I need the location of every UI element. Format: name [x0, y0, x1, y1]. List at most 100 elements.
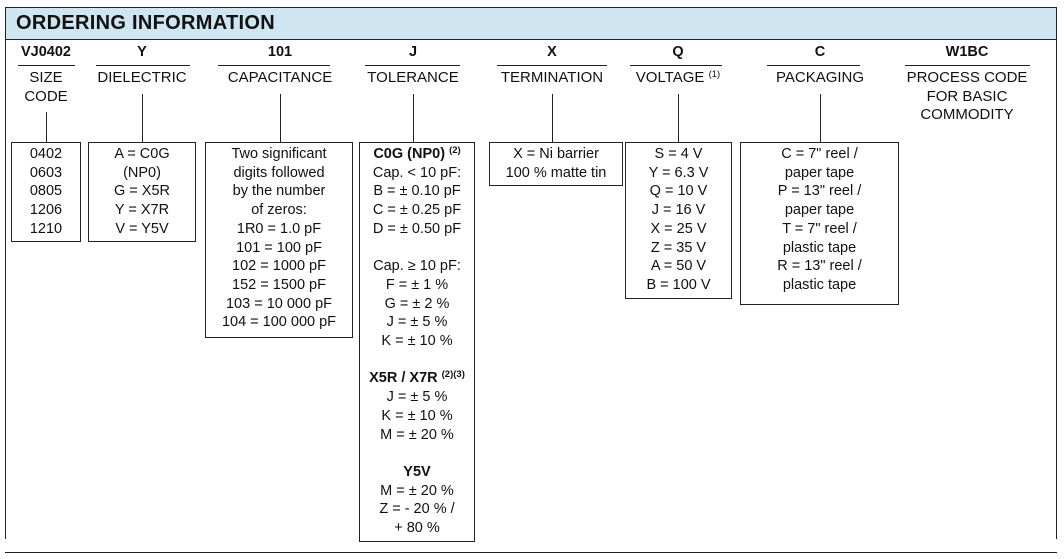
option-text: 0402	[29, 146, 63, 162]
option-line	[360, 444, 474, 463]
option-text: J = ± 5 %	[386, 314, 448, 331]
column-label-line: PROCESS CODE	[906, 69, 1028, 86]
option-text: D = ± 0.50 pF	[372, 220, 462, 237]
option-text: F = ± 1 %	[385, 276, 449, 293]
option-text: of zeros:	[251, 202, 307, 219]
option-line: Two significant	[206, 145, 352, 164]
option-line: K = ± 10 %	[360, 332, 474, 351]
option-line: X = 25 V	[626, 220, 731, 239]
option-text: 103 = 10 000 pF	[225, 295, 333, 312]
option-text: J = ± 5 %	[386, 389, 448, 406]
column-label-line: VOLTAGE (1)	[636, 69, 720, 88]
option-text: 104 = 100 000 pF	[221, 314, 337, 331]
code-underline	[96, 65, 190, 66]
option-line: 0805	[12, 182, 80, 201]
option-line: C = ± 0.25 pF	[360, 201, 474, 220]
footnote-ref: (2)(3)	[441, 369, 465, 381]
option-line: Cap. ≥ 10 pF:	[360, 257, 474, 276]
option-line: 100 % matte tin	[490, 164, 622, 183]
option-line: 0603	[12, 164, 80, 183]
option-text: J = 16 V	[651, 202, 706, 219]
option-text: 100 % matte tin	[505, 164, 607, 181]
option-text: K = ± 10 %	[381, 407, 453, 424]
column-label-line: FOR BASIC	[926, 87, 1008, 105]
column-code: J	[408, 44, 418, 60]
option-box: Two significant digits followed by the num…	[205, 142, 353, 338]
option-text: B = ± 0.10 pF	[373, 183, 461, 200]
option-text: S = 4 V	[654, 146, 703, 162]
option-line: 103 = 10 000 pF	[206, 295, 352, 314]
option-line: 101 = 100 pF	[206, 239, 352, 258]
option-line: plastic tape	[741, 276, 898, 295]
option-line: plastic tape	[741, 239, 898, 258]
option-text: Y = 6.3 V	[648, 164, 709, 181]
option-text: digits followed	[233, 164, 325, 181]
code-underline	[905, 65, 1030, 66]
column-label: CAPACITANCE	[228, 69, 332, 88]
option-text: plastic tape	[782, 239, 857, 256]
option-text: Cap. ≥ 10 pF:	[373, 258, 461, 275]
column-label-line: TOLERANCE	[367, 69, 459, 86]
option-line: B = 100 V	[626, 276, 731, 295]
option-box: C0G (NP0) (2) Cap. < 10 pF: B = ± 0.10 pF C…	[359, 142, 475, 542]
option-line	[360, 351, 474, 370]
option-text: T = 7" reel /	[782, 220, 857, 237]
column-code: VJ0402	[21, 44, 71, 60]
option-text: + 80 %	[394, 520, 440, 537]
option-group-heading: X5R / X7R (2)(3)	[360, 369, 474, 388]
option-text: G = X5R	[113, 183, 170, 200]
option-line: J = ± 5 %	[360, 388, 474, 407]
option-line: of zeros:	[206, 201, 352, 220]
option-text: X = Ni barrier	[513, 146, 599, 162]
option-line: D = ± 0.50 pF	[360, 220, 474, 239]
option-line: P = 13" reel /	[741, 182, 898, 201]
column-code: C	[814, 44, 826, 60]
section-header	[6, 8, 1056, 40]
option-text: paper tape	[784, 202, 855, 219]
option-line: Q = 10 V	[626, 182, 731, 201]
option-line: G = X5R	[89, 182, 195, 201]
option-box: A = C0G (NP0) G = X5R Y = X7R V = Y5V	[88, 142, 196, 242]
option-text: paper tape	[784, 164, 855, 181]
option-box: 0402 0603 0805 1206 1210	[11, 142, 81, 242]
code-underline	[767, 65, 860, 66]
option-text: Y5V	[403, 463, 431, 480]
column-label-line: CODE	[24, 87, 68, 105]
option-line: B = ± 0.10 pF	[360, 182, 474, 201]
option-text: plastic tape	[782, 276, 857, 293]
option-text: K = ± 10 %	[381, 333, 453, 350]
column-label-line: DIELECTRIC	[97, 69, 187, 86]
column-label-line: VOLTAGE	[635, 69, 705, 86]
option-line: V = Y5V	[89, 220, 195, 239]
footnote-ref: (1)	[708, 69, 721, 80]
option-text: 1R0 = 1.0 pF	[236, 220, 322, 237]
option-text: Q = 10 V	[649, 183, 708, 200]
option-line: S = 4 V	[626, 145, 731, 164]
option-group-heading: C0G (NP0) (2)	[360, 145, 474, 164]
option-line: Y = X7R	[89, 201, 195, 220]
connector-line	[552, 93, 553, 142]
frame-right-border	[1056, 7, 1057, 539]
frame-top-border	[5, 7, 1057, 8]
section-title: ORDERING INFORMATION	[16, 12, 275, 34]
column-code: X	[547, 44, 557, 60]
option-text: Y = X7R	[114, 202, 170, 219]
option-text: C = ± 0.25 pF	[372, 202, 462, 219]
option-line: 1210	[12, 220, 80, 239]
option-line: + 80 %	[360, 519, 474, 538]
option-line: F = ± 1 %	[360, 276, 474, 295]
option-text: 1206	[29, 202, 63, 219]
column-code: Y	[137, 44, 147, 60]
option-line: K = ± 10 %	[360, 407, 474, 426]
column-label-line: SIZE	[29, 69, 63, 86]
option-text: V = Y5V	[115, 220, 169, 237]
column-code: 101	[267, 44, 293, 60]
option-text: R = 13" reel /	[777, 258, 862, 275]
option-text: 101 = 100 pF	[236, 239, 322, 256]
option-line: 104 = 100 000 pF	[206, 313, 352, 332]
column-label-line: CAPACITANCE	[227, 69, 333, 86]
option-line: paper tape	[741, 201, 898, 220]
option-text: Z = 35 V	[650, 239, 707, 256]
column-label: TERMINATION	[501, 69, 603, 88]
bottom-divider	[5, 552, 1057, 553]
